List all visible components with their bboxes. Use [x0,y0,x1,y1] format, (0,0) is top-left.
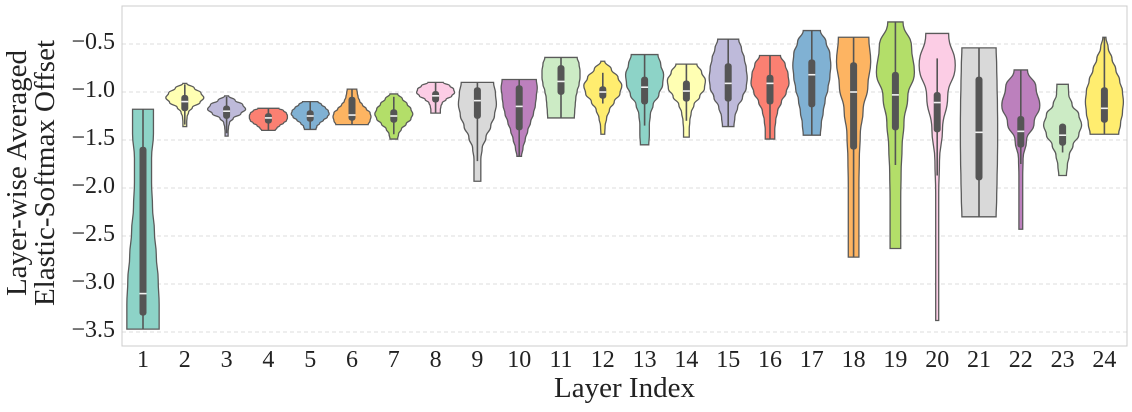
violin-layer-10 [500,78,538,157]
violin-layer-5 [290,100,330,131]
x-tick-label: 22 [1008,347,1033,373]
x-tick-label: 20 [925,347,950,373]
iqr-box [724,63,732,102]
iqr-box [473,87,481,119]
iqr-box [850,62,858,150]
iqr-box [808,59,816,108]
x-tick-label: 7 [387,347,400,373]
iqr-box [139,146,147,316]
violin-layer-8 [415,81,456,114]
violin-layer-15 [708,38,748,128]
x-tick-label: 12 [590,347,615,373]
iqr-box [641,76,649,105]
iqr-box [891,71,899,131]
iqr-box [432,91,440,103]
y-tick-label: −1.0 [71,77,115,103]
violin-layer-11 [541,56,581,119]
iqr-box [975,76,983,181]
x-tick-label: 3 [220,347,233,373]
violin-layer-9 [457,81,498,182]
violin-body [918,32,956,322]
x-tick-label: 23 [1050,347,1075,373]
y-tick-label: −2.0 [71,173,115,199]
x-tick-label: 14 [674,347,699,373]
y-tick-label: −1.5 [71,125,115,151]
y-tick-label: −3.0 [71,269,115,295]
x-tick-label: 18 [841,347,866,373]
violin-layer-1 [126,108,160,330]
y-axis-label-line-1: Layer-wise Averaged [1,49,33,297]
violin-layer-12 [583,60,623,135]
x-tick-label: 19 [883,347,908,373]
x-axis-label: Layer Index [554,372,695,404]
violin-layer-2 [165,82,205,128]
y-tick-label: −2.5 [71,221,115,247]
iqr-box [557,65,565,95]
violin-layer-23 [1042,83,1083,177]
iqr-box [933,92,941,133]
violin-layer-24 [1084,36,1125,135]
violin-layer-17 [792,29,832,136]
iqr-box [348,96,356,121]
violin-layer-16 [750,54,790,140]
x-tick-label: 4 [262,347,275,373]
violin-layer-18 [835,36,872,258]
iqr-box [223,105,231,119]
violin-layer-21 [959,47,999,218]
x-tick-label: 15 [716,347,741,373]
violin-layer-13 [624,53,665,146]
x-tick-label: 5 [304,347,317,373]
violin-layer-4 [248,107,289,132]
iqr-box [515,85,523,131]
violin-layer-14 [666,63,707,138]
iqr-box [766,74,774,105]
violin-layer-6 [332,88,372,126]
x-tick-label: 2 [178,347,191,373]
x-tick-label: 10 [507,347,532,373]
x-tick-label: 16 [758,347,782,373]
iqr-box [181,94,189,112]
violins [126,21,1125,330]
x-tick-label: 11 [549,347,573,373]
x-tick-label: 24 [1092,347,1117,373]
x-tick-label: 17 [799,347,824,373]
violin-layer-7 [374,93,414,140]
x-tick-label: 1 [137,347,149,373]
violin-layer-20 [918,32,956,322]
violin-layer-19 [875,21,916,250]
violin-layer-3 [206,95,247,137]
violin-layer-22 [1001,69,1041,230]
x-tick-label: 13 [632,347,657,373]
y-tick-label: −0.5 [71,29,115,55]
y-tick-label: −3.5 [71,317,115,343]
x-tick-label: 9 [471,347,484,373]
x-tick-label: 21 [967,347,991,373]
x-tick-label: 6 [346,347,358,373]
x-tick-label: 8 [429,347,442,373]
iqr-box [1100,87,1108,123]
plot-frame [121,5,1128,347]
